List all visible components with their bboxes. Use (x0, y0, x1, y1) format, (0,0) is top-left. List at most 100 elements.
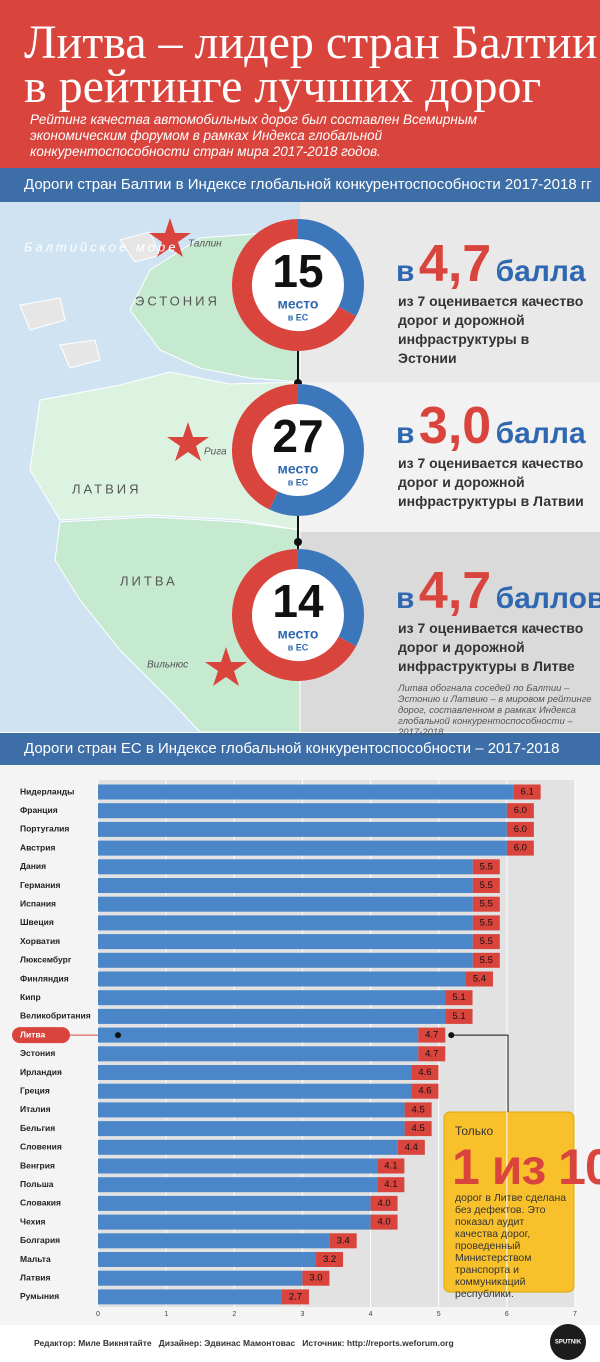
bar (98, 1065, 412, 1080)
y-tick-label: Чехия (20, 1216, 46, 1226)
value-label: 6.1 (521, 787, 534, 798)
value-label-bg (472, 878, 500, 893)
bar (98, 821, 507, 837)
rank-place: место (278, 461, 319, 477)
y-tick-label: Испания (20, 898, 56, 908)
bar (98, 1008, 446, 1024)
value-label: 5.5 (480, 936, 493, 947)
value-label: 3.4 (337, 1235, 350, 1246)
value-label-bg (506, 821, 534, 837)
y-tick-label: Германия (20, 880, 60, 890)
value-label-bg (397, 1139, 425, 1155)
score-unit: балла (495, 417, 586, 450)
value-label: 2.7 (289, 1291, 302, 1302)
bar (98, 1289, 282, 1305)
bar (98, 1139, 398, 1155)
value-label: 4.6 (418, 1086, 431, 1097)
bar (98, 840, 507, 856)
bar (98, 915, 473, 931)
value-label: 5.5 (480, 955, 493, 966)
value-label-bg (418, 1027, 446, 1043)
map-label: ЛАТВИЯ (72, 481, 142, 496)
map-label: Балтийское море (24, 239, 178, 254)
x-tick-label: 4 (369, 1311, 373, 1318)
y-tick-label: Венгрия (20, 1160, 55, 1170)
y-tick-label: Люксембург (20, 955, 72, 965)
value-label: 4.5 (412, 1104, 425, 1115)
bar (98, 990, 446, 1006)
highlight-pill (12, 1027, 70, 1044)
donut-arc (269, 384, 364, 516)
y-tick-label: Болгария (20, 1235, 60, 1245)
bar (98, 1233, 330, 1249)
x-tick-label: 5 (437, 1311, 441, 1318)
bar (98, 803, 507, 819)
value-label-bg (302, 1270, 330, 1286)
donut-arc (232, 219, 357, 351)
y-tick-label: Ирландия (20, 1067, 62, 1077)
value-label-bg (506, 840, 534, 856)
donut-inner (253, 570, 343, 660)
bar (98, 1252, 317, 1267)
value-label-bg (513, 784, 541, 800)
bar (98, 1270, 303, 1286)
value-label: 5.5 (480, 917, 493, 928)
value-label-bg (472, 915, 500, 931)
bar (98, 1158, 378, 1174)
value-label: 4.6 (418, 1067, 431, 1078)
donut-arc (297, 549, 364, 647)
score-unit: баллов (495, 582, 600, 615)
x-tick-label: 0 (96, 1311, 100, 1318)
score-prefix: в (396, 417, 415, 450)
connector-dot (294, 538, 302, 546)
value-label: 5.5 (480, 861, 493, 872)
star (205, 647, 247, 686)
value-label-bg (370, 1195, 398, 1211)
x-tick-label: 3 (300, 1311, 304, 1318)
donut-arc (232, 549, 357, 681)
y-tick-label: Польша (20, 1179, 54, 1189)
note: Литва обогнала соседей по Балтии – Эстон… (398, 683, 592, 738)
value-label-bg (418, 1046, 446, 1062)
map-label: Рига (204, 447, 227, 458)
value-label-bg (445, 1008, 473, 1024)
map-label: Таллин (188, 239, 222, 250)
y-tick-label: Швеция (20, 917, 54, 927)
value-label-bg (411, 1065, 439, 1080)
y-tick-label: Литва (20, 1029, 45, 1039)
y-tick-label: Латвия (20, 1272, 51, 1282)
y-tick-label: Хорватия (20, 936, 60, 946)
value-label: 5.5 (480, 880, 493, 891)
footer: Редактор: Миле Викнятайте Дизайнер: Эдви… (34, 1338, 454, 1348)
bar (98, 1121, 405, 1137)
score-row: в 4,7 балла (396, 234, 586, 294)
value-label-bg (506, 803, 534, 819)
bar (98, 1102, 405, 1118)
callout-top: Только (455, 1124, 494, 1138)
rank-eu: в ЕС (288, 312, 309, 322)
value-label: 6.0 (514, 805, 527, 816)
score-prefix: в (396, 255, 415, 288)
rank: 14 (272, 575, 324, 627)
rank: 15 (272, 245, 323, 297)
score-row: в 4,7 баллов (396, 561, 600, 621)
islands (19, 231, 161, 369)
value-label-bg (316, 1252, 344, 1267)
y-tick-label: Бельгия (20, 1123, 55, 1133)
donut-arc (297, 219, 364, 317)
value-label-bg (411, 1083, 439, 1099)
value-label: 4.1 (384, 1179, 397, 1190)
y-tick-label: Нидерланды (20, 786, 74, 796)
x-tick-label: 7 (573, 1311, 577, 1318)
y-tick-label: Португалия (20, 824, 69, 834)
section-bar (0, 733, 600, 765)
bar (98, 896, 473, 912)
bar (98, 784, 514, 800)
value-label-bg (472, 934, 500, 950)
bar (98, 934, 473, 950)
star (167, 422, 209, 461)
title-line: в рейтинге лучших дорог (24, 60, 542, 113)
score-prefix: в (396, 582, 415, 615)
